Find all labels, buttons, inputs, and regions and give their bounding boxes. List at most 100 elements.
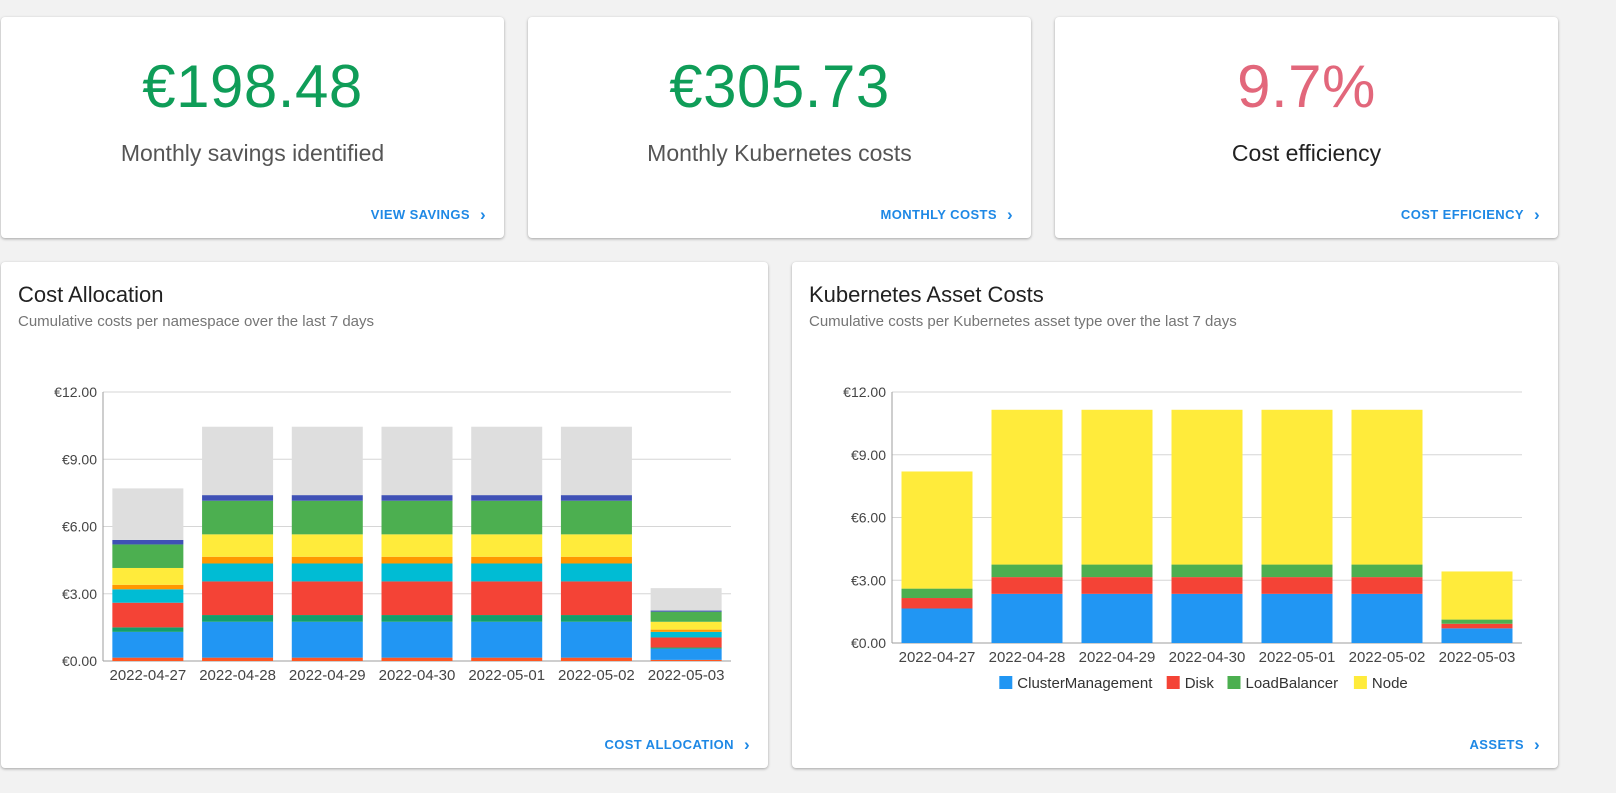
bar-segment [1261,577,1333,594]
bar-segment [471,563,543,582]
bar-segment [112,627,184,632]
cost-allocation-link-label: COST ALLOCATION [604,737,734,752]
bar-segment [560,563,632,582]
chevron-right-icon: › [743,734,750,754]
bar-segment [112,488,184,540]
bar-segment [112,544,184,568]
y-tick-label: €3.00 [851,572,886,588]
bar-segment [650,648,722,660]
bar-segment [1351,409,1423,565]
bar-segment [381,426,453,496]
bar-segment [291,657,363,661]
monthly-costs-label: Monthly Kubernetes costs [647,140,912,166]
chevron-right-icon: › [1006,204,1013,224]
bar-segment [381,495,453,501]
x-tick-label: 2022-05-01 [1259,649,1336,666]
bar-segment [1441,623,1513,629]
cost-allocation-link[interactable]: COST ALLOCATION › [604,734,750,754]
bar-segment [381,657,453,661]
bar-segment [381,556,453,564]
bar-segment [1081,409,1153,565]
bar-segment [991,564,1063,578]
chevron-right-icon: › [479,204,486,224]
cost-efficiency-link[interactable]: COST EFFICIENCY › [1401,204,1540,224]
bar-segment [650,588,722,611]
bar-segment [202,563,274,582]
y-tick-label: €12.00 [843,384,886,400]
y-tick-label: €6.00 [851,510,886,526]
monthly-costs-link[interactable]: MONTHLY COSTS › [880,204,1014,224]
x-tick-label: 2022-05-03 [1439,649,1516,666]
bar-segment [650,610,722,612]
bar-segment [112,657,184,661]
bar-segment [291,615,363,622]
monthly-costs-link-label: MONTHLY COSTS [880,207,997,222]
bar-segment [1081,564,1153,578]
bar-segment [471,426,543,496]
cost-allocation-card: Cost Allocation Cumulative costs per nam… [1,262,768,768]
x-tick-label: 2022-04-29 [1079,649,1156,666]
bar-segment [202,426,274,496]
bar-segment [112,584,184,590]
view-savings-link[interactable]: VIEW SAVINGS › [371,204,486,224]
legend-label: ClusterManagement [1017,675,1153,692]
legend-swatch [1353,676,1367,689]
bar-segment [1351,593,1423,643]
bar-segment [1351,577,1423,594]
bar-segment [202,534,274,557]
kpi-card-cost-efficiency: 9.7% Cost efficiency COST EFFICIENCY › [1055,17,1558,238]
bar-segment [202,556,274,564]
x-tick-label: 2022-05-03 [648,667,725,684]
assets-link[interactable]: ASSETS › [1470,736,1540,753]
bar-segment [112,631,184,658]
bar-segment [650,611,722,622]
bar-segment [1441,628,1513,643]
bar-segment [291,621,363,658]
cost-allocation-chart: €0.00 €3.00 €6.00 €9.00 €12.00 2022-04-27 2022… [54,384,731,684]
bar-segment [381,621,453,658]
x-tick-label: 2022-04-30 [1169,649,1246,666]
x-tick-label: 2022-05-02 [558,667,635,684]
y-tick-label: €0.00 [62,653,97,669]
asset-costs-subtitle: Cumulative costs per Kubernetes asset ty… [809,313,1237,330]
bar-segment [901,588,973,599]
x-tick-label: 2022-04-27 [109,667,186,684]
bar-segment [471,615,543,622]
y-tick-label: €9.00 [62,451,97,467]
bar-segment [471,556,543,564]
bar-segment [1261,409,1333,565]
bar-segment [1171,564,1243,578]
y-tick-label: €0.00 [851,635,886,651]
savings-value: €198.48 [142,53,363,120]
cost-efficiency-value: 9.7% [1237,53,1376,120]
bar-segment [112,567,184,585]
y-tick-label: €3.00 [62,586,97,602]
bar-segment [291,563,363,582]
bar-segment [560,426,632,496]
savings-label: Monthly savings identified [120,140,385,166]
bar-segment [291,556,363,564]
monthly-costs-value: €305.73 [669,53,890,120]
bar-segment [1441,571,1513,620]
bar-segment [381,581,453,616]
bar-segment [1171,577,1243,594]
x-tick-label: 2022-05-01 [468,667,545,684]
bar-segment [291,534,363,557]
legend-swatch [1227,676,1241,689]
bar-segment [471,534,543,557]
bar-segment [560,615,632,622]
bar-segment [1081,577,1153,594]
bar-segment [991,577,1063,594]
x-tick-label: 2022-04-27 [899,649,976,666]
bar-segment [202,621,274,658]
bar-segment [991,409,1063,565]
bar-segment [471,581,543,616]
cost-efficiency-label: Cost efficiency [1231,140,1382,166]
bar-segment [650,631,722,638]
chevron-right-icon: › [1533,204,1540,224]
bar-segment [291,495,363,501]
bar-segment [202,581,274,616]
bar-segment [202,500,274,535]
bar-segment [112,602,184,628]
bar-segment [560,581,632,616]
